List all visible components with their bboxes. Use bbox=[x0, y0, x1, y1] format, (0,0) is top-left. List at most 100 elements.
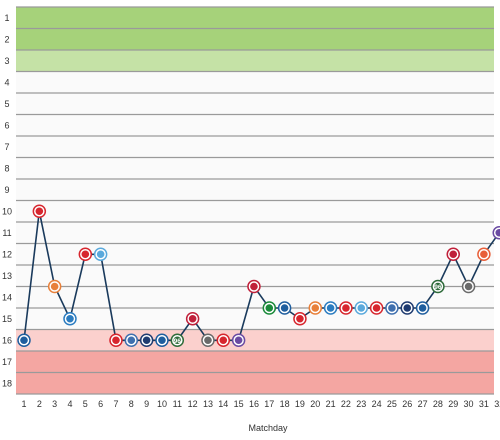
grid-lines bbox=[16, 6, 494, 395]
data-point bbox=[480, 250, 488, 259]
data-point bbox=[280, 304, 289, 312]
y-tick-label: 3 bbox=[4, 56, 9, 66]
data-point-badge bbox=[262, 301, 277, 315]
data-point bbox=[372, 304, 381, 312]
x-axis-ticks: 1 2 3 4 5 6 7 8 9 10 11 12 13 14 15 16 17 18 19 20 21 22 23 24 2… bbox=[21, 399, 500, 409]
data-point bbox=[127, 336, 136, 345]
data-point-badge bbox=[354, 301, 369, 315]
data-point bbox=[388, 304, 396, 312]
data-point-badge bbox=[47, 279, 62, 294]
data-point-badge bbox=[185, 312, 200, 326]
data-point bbox=[112, 336, 120, 345]
x-tick-label: 9 bbox=[144, 399, 149, 409]
x-tick-label: 28 bbox=[433, 399, 443, 409]
data-point-badge bbox=[78, 247, 93, 261]
data-point bbox=[250, 282, 258, 291]
x-tick-label: 11 bbox=[173, 399, 182, 409]
data-point bbox=[464, 282, 473, 291]
data-point-badge bbox=[155, 333, 169, 347]
data-point-badge bbox=[293, 312, 307, 326]
data-point bbox=[418, 304, 427, 312]
data-point-badge bbox=[308, 301, 323, 315]
data-point bbox=[50, 282, 59, 291]
data-point-label: 96 bbox=[434, 284, 442, 291]
y-tick-label: 13 bbox=[2, 271, 12, 281]
data-point-badge bbox=[139, 333, 154, 347]
data-point-badge bbox=[17, 333, 31, 347]
data-point-badge bbox=[446, 247, 460, 261]
data-point-badge bbox=[247, 279, 261, 294]
data-point bbox=[449, 250, 458, 259]
x-tick-label: 2 bbox=[37, 399, 42, 409]
x-tick-label: 32 bbox=[494, 399, 500, 409]
data-point-badge bbox=[339, 301, 353, 315]
zone-band-3 bbox=[16, 50, 494, 72]
x-tick-label: 21 bbox=[326, 399, 336, 409]
data-point bbox=[495, 228, 500, 237]
data-point-label: 96 bbox=[174, 338, 182, 345]
data-point bbox=[219, 336, 228, 345]
x-tick-label: 23 bbox=[356, 399, 366, 409]
y-tick-label: 11 bbox=[2, 228, 11, 238]
x-tick-label: 22 bbox=[341, 399, 351, 409]
y-tick-label: 9 bbox=[4, 185, 9, 195]
data-point-badge bbox=[323, 301, 338, 315]
data-point bbox=[265, 304, 274, 312]
data-point-badge: 96 bbox=[431, 279, 445, 294]
y-tick-label: 12 bbox=[2, 249, 12, 259]
data-point-badge bbox=[109, 333, 123, 347]
data-point bbox=[403, 304, 412, 312]
data-point-badge bbox=[277, 301, 292, 315]
data-point bbox=[204, 336, 212, 345]
data-point bbox=[158, 336, 166, 345]
data-point-badge bbox=[369, 301, 384, 315]
x-tick-label: 27 bbox=[418, 399, 428, 409]
data-point-badge bbox=[461, 279, 476, 294]
y-tick-label: 15 bbox=[2, 314, 12, 324]
data-point bbox=[66, 314, 74, 323]
data-point-badge bbox=[124, 333, 139, 347]
data-point-badge bbox=[32, 204, 47, 218]
data-point bbox=[234, 336, 243, 345]
x-tick-label: 15 bbox=[234, 399, 244, 409]
zone-band-1 bbox=[16, 7, 494, 29]
x-tick-label: 7 bbox=[113, 399, 118, 409]
y-tick-label: 17 bbox=[2, 357, 12, 367]
data-point-badge bbox=[93, 247, 108, 261]
x-tick-label: 26 bbox=[402, 399, 412, 409]
marker-group: 96 96 bbox=[17, 204, 500, 347]
data-point bbox=[296, 314, 304, 323]
data-point bbox=[311, 304, 320, 312]
data-point bbox=[81, 250, 90, 259]
data-point-badge bbox=[63, 312, 77, 326]
y-tick-label: 8 bbox=[4, 163, 9, 173]
y-tick-label: 10 bbox=[2, 206, 12, 216]
data-point bbox=[142, 336, 151, 345]
x-axis-label: Matchday bbox=[248, 423, 288, 433]
x-tick-label: 3 bbox=[52, 399, 57, 409]
data-point bbox=[326, 304, 335, 312]
x-tick-label: 12 bbox=[188, 399, 198, 409]
data-point-badge bbox=[231, 333, 246, 347]
x-tick-label: 14 bbox=[218, 399, 228, 409]
data-point bbox=[96, 250, 105, 259]
data-point bbox=[434, 282, 442, 291]
x-tick-label: 10 bbox=[157, 399, 167, 409]
data-point bbox=[35, 207, 44, 216]
data-point-badge bbox=[201, 333, 215, 347]
y-tick-label: 7 bbox=[4, 142, 9, 152]
x-tick-label: 16 bbox=[249, 399, 259, 409]
x-tick-label: 4 bbox=[67, 399, 72, 409]
zone-band-4 bbox=[16, 329, 494, 351]
x-tick-label: 13 bbox=[203, 399, 213, 409]
y-tick-label: 14 bbox=[2, 292, 12, 302]
data-point bbox=[188, 314, 197, 323]
x-tick-label: 29 bbox=[448, 399, 458, 409]
x-tick-label: 8 bbox=[129, 399, 134, 409]
x-tick-label: 18 bbox=[280, 399, 290, 409]
x-tick-label: 24 bbox=[372, 399, 382, 409]
x-tick-label: 1 bbox=[21, 399, 26, 409]
data-point bbox=[357, 304, 366, 312]
